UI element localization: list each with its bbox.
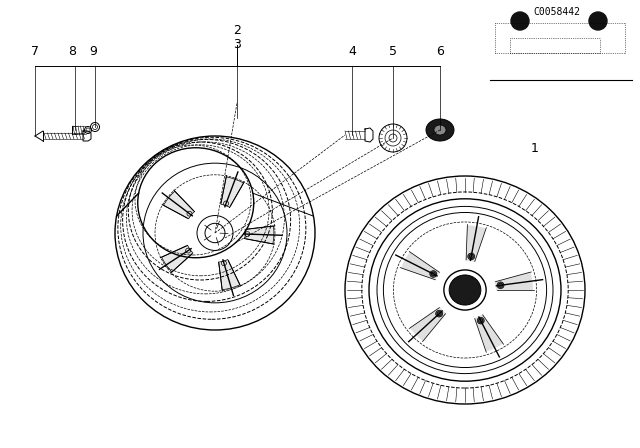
Text: 3: 3 [233, 38, 241, 51]
Text: 2: 2 [233, 24, 241, 37]
Polygon shape [466, 226, 486, 261]
Ellipse shape [468, 253, 475, 260]
Polygon shape [475, 315, 502, 351]
Polygon shape [221, 177, 244, 207]
Ellipse shape [477, 317, 484, 324]
Ellipse shape [449, 275, 481, 305]
Text: 4: 4 [348, 45, 356, 58]
Ellipse shape [426, 119, 454, 141]
Polygon shape [410, 308, 445, 340]
Ellipse shape [430, 271, 436, 277]
Circle shape [589, 12, 607, 30]
Text: 7: 7 [31, 45, 39, 58]
Text: 1: 1 [531, 142, 539, 155]
Ellipse shape [434, 125, 446, 135]
Polygon shape [244, 226, 274, 244]
Polygon shape [495, 272, 532, 290]
Circle shape [511, 12, 529, 30]
Text: 6: 6 [436, 45, 444, 58]
Ellipse shape [436, 310, 443, 317]
Polygon shape [163, 191, 195, 219]
Text: 8: 8 [68, 45, 76, 58]
Polygon shape [402, 252, 440, 280]
Ellipse shape [497, 282, 504, 289]
Text: C0058442: C0058442 [534, 7, 580, 17]
Text: 5: 5 [389, 45, 397, 58]
Polygon shape [161, 246, 193, 272]
Polygon shape [219, 259, 240, 290]
Text: 9: 9 [89, 45, 97, 58]
